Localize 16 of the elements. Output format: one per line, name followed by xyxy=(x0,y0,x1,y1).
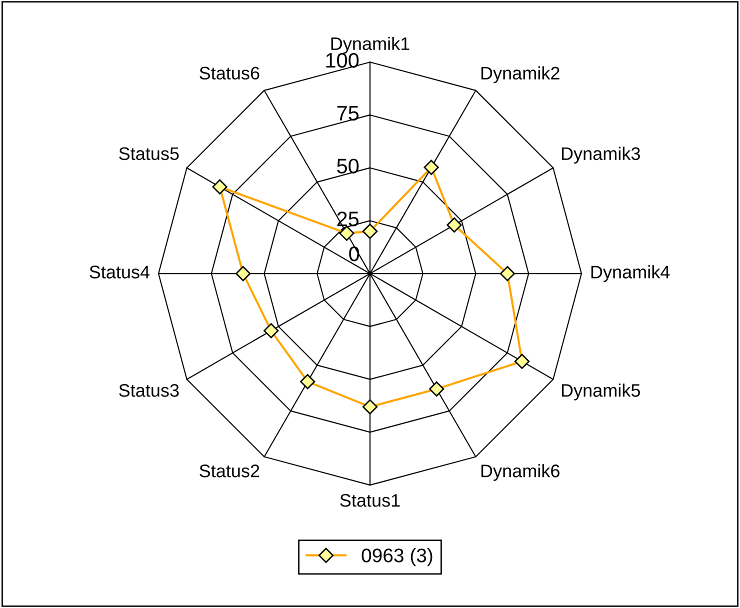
spoke-label: Dynamik5 xyxy=(562,384,640,400)
y-tick-label: 100 xyxy=(326,52,359,68)
spoke-label: Dynamik4 xyxy=(591,265,670,282)
spoke-label: Dynamik1 xyxy=(331,36,410,54)
y-tick-label: 75 xyxy=(337,106,359,121)
spoke-label: Dynamik6 xyxy=(481,464,560,481)
spoke-label: Dynamik2 xyxy=(481,66,560,84)
spoke-label: Status3 xyxy=(119,384,179,397)
spoke-label: Status5 xyxy=(119,147,179,160)
spoke-label: Status4 xyxy=(90,266,150,278)
spoke-label: Status1 xyxy=(340,494,400,507)
legend-label: 0963 (3) xyxy=(362,548,432,566)
y-tick-label: 50 xyxy=(337,158,359,174)
spoke-label: Dynamik3 xyxy=(562,146,640,164)
spoke-label: Status2 xyxy=(200,464,260,478)
spoke-label: Status6 xyxy=(200,66,260,80)
